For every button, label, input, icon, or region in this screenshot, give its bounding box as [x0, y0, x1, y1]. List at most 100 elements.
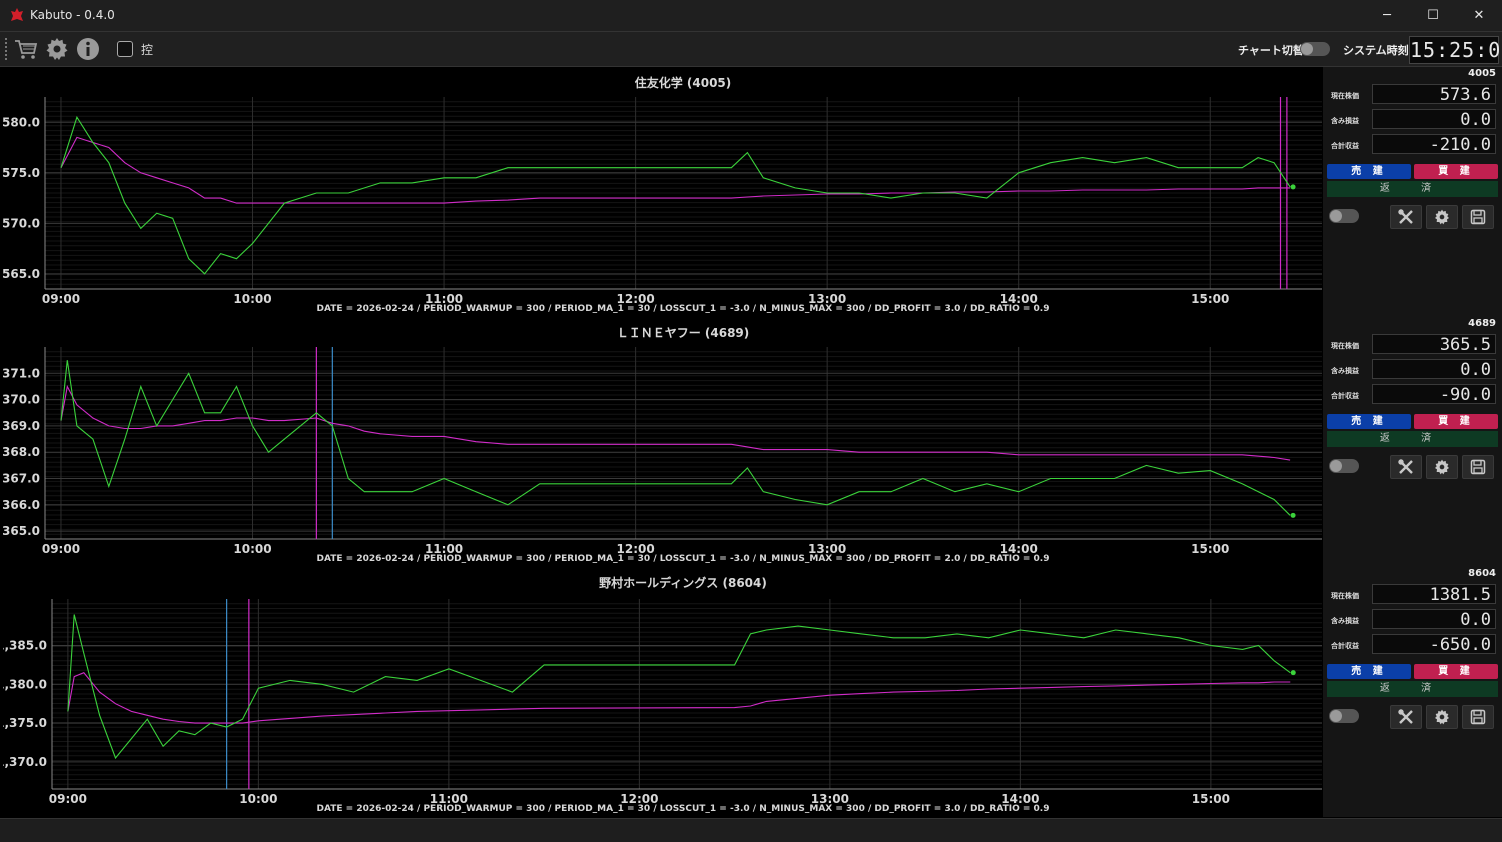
status-bar: [0, 818, 1502, 842]
settings-icon: [1435, 709, 1449, 725]
chart-switch-toggle[interactable]: [1300, 42, 1330, 56]
price-line: [67, 614, 1291, 760]
total-profit-label: 合計収益: [1331, 392, 1359, 400]
current-price-label: 現在株価: [1331, 92, 1359, 100]
repay-button[interactable]: 返 済: [1327, 181, 1498, 197]
moving-average-line: [60, 384, 1291, 461]
gear-icon[interactable]: [45, 37, 69, 61]
save-button[interactable]: [1462, 205, 1494, 229]
kabuto-logo-icon: [11, 8, 23, 21]
chart-title: 野村ホールディングス (8604): [599, 575, 767, 590]
ticker-panel: 4689 現在株価 365.5 含み損益 0.0 合計収益 -90.0 売 建買 建返 済: [1323, 317, 1502, 567]
maximize-icon: ☐: [1427, 8, 1439, 23]
y-tick-label: 1,380.0: [3, 677, 47, 691]
x-tick-label: 15:00: [1192, 792, 1230, 806]
system-time-label: システム時刻: [1343, 44, 1409, 57]
ticker-code: 8604: [1468, 568, 1496, 579]
current-price-label: 現在株価: [1331, 342, 1359, 350]
x-tick-label: 10:00: [233, 292, 271, 306]
control-checkbox[interactable]: [117, 41, 133, 57]
auto-trade-toggle[interactable]: [1329, 459, 1359, 473]
x-tick-label: 15:00: [1191, 292, 1229, 306]
y-tick-label: 369.0: [3, 419, 40, 433]
x-tick-label: 13:00: [811, 792, 849, 806]
x-tick-label: 13:00: [808, 292, 846, 306]
toolbar-handle[interactable]: [5, 38, 10, 60]
settings-icon: [1435, 209, 1449, 225]
tools-button[interactable]: [1390, 705, 1422, 729]
y-tick-label: 565.0: [3, 267, 40, 281]
y-tick-label: 1,375.0: [3, 716, 47, 730]
maximize-button[interactable]: ☐: [1410, 0, 1456, 31]
tools-icon: [1398, 209, 1413, 224]
chart-title: ＬＩＮＥヤフー (4689): [617, 326, 750, 340]
x-tick-label: 14:00: [1001, 792, 1039, 806]
buy-button[interactable]: 買 建: [1414, 414, 1498, 429]
y-tick-label: 366.0: [3, 498, 40, 512]
sell-button[interactable]: 売 建: [1327, 664, 1411, 679]
buy-button[interactable]: 買 建: [1414, 664, 1498, 679]
tools-icon: [1398, 709, 1413, 724]
sell-button[interactable]: 売 建: [1327, 414, 1411, 429]
charts-canvas: 住友化学 (4005) 09:00 10:00 11:00 12:00 13:00 14:0…: [0, 75, 1322, 814]
x-tick-label: 12:00: [617, 542, 655, 556]
ticker-panel: 4005 現在株価 573.6 含み損益 0.0 合計収益 -210.0 売 建買 建返 済: [1323, 67, 1502, 317]
tools-button[interactable]: [1390, 455, 1422, 479]
save-icon: [1470, 709, 1486, 725]
current-price-value: 1381.5: [1372, 584, 1496, 605]
unrealized-pl-label: 含み損益: [1331, 617, 1359, 625]
window-title: Kabuto - 0.4.0: [30, 8, 115, 22]
y-tick-label: 580.0: [3, 115, 40, 129]
unrealized-pl-label: 含み損益: [1331, 117, 1359, 125]
chart-parameters: DATE = 2026-02-24 / PERIOD_WARMUP = 300 …: [317, 304, 1050, 314]
ticker-code: 4005: [1468, 68, 1496, 79]
y-tick-label: 370.0: [3, 393, 40, 407]
moving-average-line: [67, 672, 1291, 724]
tools-button[interactable]: [1390, 205, 1422, 229]
settings-button[interactable]: [1426, 455, 1458, 479]
control-checkbox-label: 控: [141, 43, 154, 57]
x-tick-label: 11:00: [425, 542, 463, 556]
minimize-button[interactable]: ─: [1364, 0, 1410, 31]
last-price-marker: [1290, 184, 1296, 190]
cart-icon[interactable]: [14, 37, 38, 61]
close-button[interactable]: ✕: [1456, 0, 1502, 31]
y-tick-label: 575.0: [3, 166, 40, 180]
x-tick-label: 13:00: [808, 542, 846, 556]
settings-button[interactable]: [1426, 705, 1458, 729]
save-button[interactable]: [1462, 455, 1494, 479]
x-tick-label: 09:00: [42, 542, 80, 556]
total-profit-label: 合計収益: [1331, 142, 1359, 150]
chart-parameters: DATE = 2026-02-24 / PERIOD_WARMUP = 300 …: [317, 554, 1050, 564]
toolbar: 控 チャート切替 システム時刻 15:25:01: [0, 32, 1502, 67]
auto-trade-toggle[interactable]: [1329, 709, 1359, 723]
save-icon: [1470, 459, 1486, 475]
x-tick-label: 11:00: [430, 792, 468, 806]
y-tick-label: 367.0: [3, 472, 40, 486]
price-line: [60, 360, 1291, 516]
total-profit-value: -210.0: [1372, 134, 1496, 155]
buy-button[interactable]: 買 建: [1414, 164, 1498, 179]
title-bar: Kabuto - 0.4.0 ─ ☐ ✕: [0, 0, 1502, 32]
settings-button[interactable]: [1426, 205, 1458, 229]
repay-button[interactable]: 返 済: [1327, 431, 1498, 447]
y-tick-label: 570.0: [3, 216, 40, 230]
y-tick-label: 1,385.0: [3, 639, 47, 653]
total-profit-value: -650.0: [1372, 634, 1496, 655]
repay-button[interactable]: 返 済: [1327, 681, 1498, 697]
x-tick-label: 14:00: [1000, 542, 1038, 556]
x-tick-label: 10:00: [239, 792, 277, 806]
sell-button[interactable]: 売 建: [1327, 164, 1411, 179]
info-icon[interactable]: [76, 37, 100, 61]
x-tick-label: 15:00: [1191, 542, 1229, 556]
unrealized-pl-value: 0.0: [1372, 609, 1496, 630]
auto-trade-toggle[interactable]: [1329, 209, 1359, 223]
save-button[interactable]: [1462, 705, 1494, 729]
unrealized-pl-label: 含み損益: [1331, 367, 1359, 375]
ticker-code: 4689: [1468, 318, 1496, 329]
save-icon: [1470, 209, 1486, 225]
system-time-display: 15:25:01: [1409, 36, 1502, 64]
tools-icon: [1398, 459, 1413, 474]
close-icon: ✕: [1473, 8, 1485, 23]
stock-chart: ＬＩＮＥヤフー (4689) 09:00 10:00 11:00 12:00 13:00 1…: [2, 326, 1322, 564]
